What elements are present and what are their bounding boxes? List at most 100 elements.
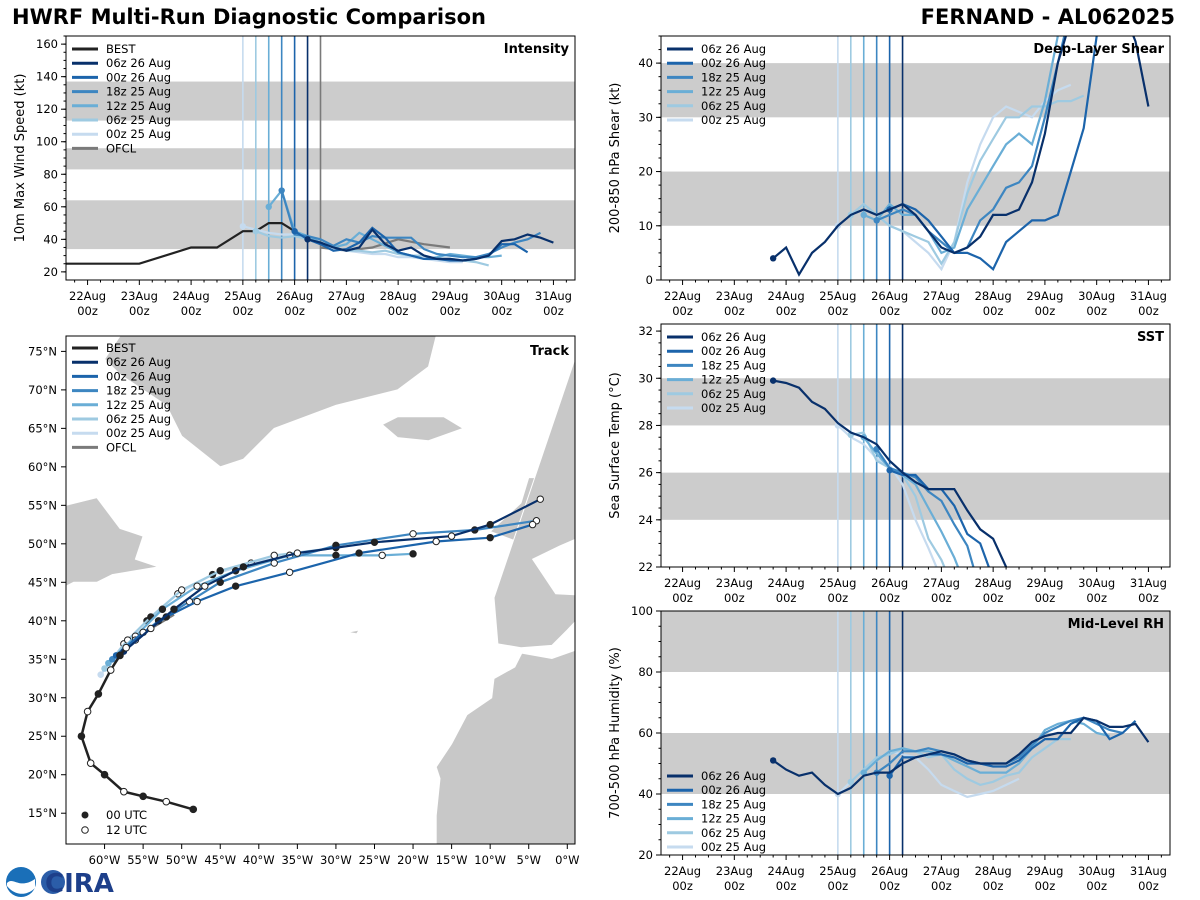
shear-xtick-hour: 00z <box>828 304 849 318</box>
rh-xtick-day: 27Aug <box>923 864 960 878</box>
track-xtick-label: 15°W <box>436 853 468 867</box>
sst-legend-label: 00z 26 Aug <box>701 344 766 358</box>
sst-xtick-hour: 00z <box>672 591 693 605</box>
best-12utc-marker <box>120 787 128 796</box>
shear-ytick-label: 30 <box>638 110 653 124</box>
intensity-xtick-day: 25Aug <box>224 289 261 303</box>
rh-xtick-hour: 00z <box>1138 879 1159 893</box>
track-legend-label: OFCL <box>106 440 137 454</box>
africa-land <box>435 649 575 844</box>
shear-xtick-day: 22Aug <box>664 289 701 303</box>
sst-series-06z-26-Aug <box>772 379 1008 567</box>
rh-xtick-day: 22Aug <box>664 864 701 878</box>
intensity-ytick-label: 120 <box>36 102 58 116</box>
track-legend-label: 18z 25 Aug <box>106 384 171 398</box>
track-series-06z-25-Aug-00utc-marker <box>216 567 224 575</box>
rh-series-06z-25-Aug-init-marker <box>847 778 854 785</box>
track-ytick-label: 65°N <box>28 421 57 435</box>
intensity-series-12z-25-Aug-init-marker <box>265 203 272 210</box>
track-series-00z-26-Aug-12utc-marker <box>432 537 440 546</box>
intensity-ytick-label: 20 <box>43 265 58 279</box>
best-00utc-marker <box>139 792 147 801</box>
track-ytick-label: 50°N <box>28 537 57 551</box>
shear-panel-title: Deep-Layer Shear <box>1033 42 1164 57</box>
intensity-ytick-label: 60 <box>43 200 58 214</box>
track-ytick-label: 75°N <box>28 344 57 358</box>
rh-xtick-day: 31Aug <box>1130 864 1167 878</box>
track-panel-title: Track <box>530 344 569 359</box>
shear-xtick-day: 28Aug <box>975 289 1012 303</box>
rh-xtick-day: 30Aug <box>1078 864 1115 878</box>
sst-xtick-hour: 00z <box>931 591 952 605</box>
track-series-06z-26-Aug-12utc-marker <box>201 582 209 590</box>
sst-ytick-label: 28 <box>638 418 653 432</box>
shear-band-0 <box>661 171 1170 226</box>
sst-legend-label: 18z 25 Aug <box>701 358 766 372</box>
track-series-00z-26-Aug-12utc-marker <box>528 520 537 529</box>
sst-series-06z-26-Aug-init-marker <box>769 377 777 384</box>
shear-series-12z-25-Aug-init-marker <box>860 211 867 219</box>
page-title: HWRF Multi-Run Diagnostic Comparison <box>12 5 487 29</box>
rh-xtick-hour: 00z <box>931 879 952 893</box>
rh-xtick-hour: 00z <box>828 879 849 893</box>
rh-legend-label: 18z 25 Aug <box>701 797 766 811</box>
intensity-xtick-hour: 00z <box>181 304 202 318</box>
sst-xtick-day: 31Aug <box>1130 576 1167 590</box>
intensity-xtick-hour: 00z <box>233 304 254 318</box>
shear-plot-area <box>661 36 1170 280</box>
intensity-xtick-hour: 00z <box>336 304 357 318</box>
shear-legend-label: 12z 25 Aug <box>701 85 766 99</box>
track-series-12z-25-Aug-00utc-marker <box>332 551 340 560</box>
sst-series-00z-26-Aug <box>889 469 990 567</box>
intensity-legend-label: BEST <box>106 42 136 56</box>
track-ytick-label: 30°N <box>28 691 57 705</box>
best-00utc-marker <box>100 770 109 779</box>
shear-series-06z-25-Aug <box>850 94 1085 266</box>
track-legend-label: 06z 25 Aug <box>106 412 171 426</box>
shear-xtick-hour: 00z <box>931 304 952 318</box>
sst-xtick-day: 25Aug <box>819 576 856 590</box>
sst-panel-title: SST <box>1137 330 1164 345</box>
rh-ytick-label: 100 <box>631 604 653 618</box>
rh-ytick-label: 60 <box>638 726 653 740</box>
intensity-xtick-day: 26Aug <box>276 289 313 303</box>
shear-ytick-label: 20 <box>638 165 653 179</box>
sst-series-00z-25-Aug <box>837 424 938 567</box>
best-00utc-marker <box>116 651 124 660</box>
shear-series-18z-25-Aug-init-marker <box>873 217 880 224</box>
intensity-xtick-hour: 00z <box>491 304 512 318</box>
sst-series-00z-26-Aug-init-marker <box>886 467 893 474</box>
track-legend-label: 12z 25 Aug <box>106 398 171 412</box>
rh-xtick-hour: 00z <box>1035 879 1056 893</box>
intensity-legend-label: 18z 25 Aug <box>106 85 171 99</box>
cira-logo: CIRA <box>6 867 114 898</box>
sst-ytick-label: 26 <box>638 466 653 480</box>
track-series-06z-26-Aug-12utc-marker <box>293 549 302 557</box>
shear-xtick-day: 23Aug <box>716 289 753 303</box>
sst-series-12z-25-Aug <box>862 436 960 567</box>
shear-xtick-hour: 00z <box>724 304 745 318</box>
best-00utc-marker <box>94 690 103 698</box>
sst-plot-area <box>661 324 1170 567</box>
shear-xtick-hour: 00z <box>1035 304 1056 318</box>
sst-xtick-day: 30Aug <box>1078 576 1115 590</box>
track-ytick-label: 60°N <box>28 460 57 474</box>
track-plot-area <box>66 336 575 844</box>
best-00utc-marker <box>189 805 198 814</box>
intensity-xtick-day: 31Aug <box>535 289 572 303</box>
rh-legend-label: 00z 25 Aug <box>701 840 766 854</box>
track-series-00z-25-Aug-init-marker <box>97 671 105 678</box>
shear-series-06z-26-Aug-init-marker <box>769 255 777 262</box>
shear-xtick-day: 31Aug <box>1130 289 1167 303</box>
sst-xtick-hour: 00z <box>879 591 900 605</box>
intensity-xtick-hour: 00z <box>284 304 305 318</box>
marker-legend-12utc-label: 12 UTC <box>106 823 147 837</box>
intensity-legend-label: 06z 25 Aug <box>106 113 171 127</box>
shear-xtick-hour: 00z <box>1138 304 1159 318</box>
intensity-xtick-hour: 00z <box>77 304 98 318</box>
sst-legend-label: 06z 25 Aug <box>701 387 766 401</box>
rh-ytick-label: 80 <box>638 665 653 679</box>
sst-xtick-day: 26Aug <box>871 576 908 590</box>
